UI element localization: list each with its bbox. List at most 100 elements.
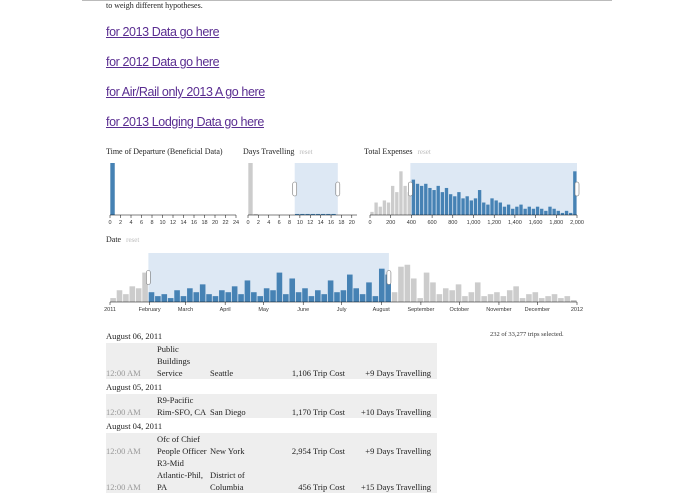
x-tick-label: February bbox=[139, 307, 161, 313]
x-tick-label: 18 bbox=[201, 220, 207, 226]
bar bbox=[515, 206, 519, 215]
bar bbox=[399, 171, 403, 215]
x-tick-label: 2011 bbox=[104, 307, 116, 313]
bar bbox=[315, 290, 321, 302]
link[interactable]: for 2013 Lodging Data go here bbox=[106, 115, 264, 129]
bar bbox=[161, 294, 168, 302]
bar bbox=[428, 187, 432, 215]
bar bbox=[391, 292, 398, 302]
bar bbox=[219, 290, 225, 302]
bar bbox=[556, 210, 560, 215]
bar bbox=[193, 292, 200, 302]
bar bbox=[448, 194, 453, 215]
trip-city: New York bbox=[210, 446, 245, 456]
bar bbox=[327, 280, 334, 302]
bar bbox=[253, 213, 258, 215]
link[interactable]: for Air/Rail only 2013 A go here bbox=[106, 85, 265, 99]
reset-link[interactable]: reset bbox=[126, 236, 139, 244]
bar bbox=[513, 286, 519, 302]
reset-link[interactable]: reset bbox=[299, 148, 312, 156]
x-tick-label: 6 bbox=[278, 220, 281, 226]
trip-time: 12:00 AM bbox=[106, 482, 141, 492]
brush-handle[interactable] bbox=[574, 181, 580, 197]
x-tick-label: 200 bbox=[386, 220, 395, 226]
bar bbox=[453, 196, 457, 215]
x-tick-label: 600 bbox=[428, 220, 437, 226]
bar bbox=[569, 212, 573, 215]
x-tick-label: 16 bbox=[191, 220, 197, 226]
chart-title: Total Expenses bbox=[364, 147, 413, 156]
bar bbox=[244, 280, 251, 302]
link[interactable]: for 2012 Data go here bbox=[106, 55, 220, 69]
bar bbox=[494, 200, 498, 215]
bar bbox=[411, 179, 416, 215]
trip-table: 12:00 AM R9-Pacific Rim-SFO, CA San Diego 1… bbox=[106, 394, 437, 418]
brush-handle[interactable] bbox=[386, 270, 392, 285]
bar bbox=[410, 278, 417, 302]
x-tick-label: 800 bbox=[448, 220, 457, 226]
x-tick-label: 12 bbox=[307, 220, 313, 226]
bar bbox=[346, 274, 353, 302]
trip-days: +15 Days Travelling bbox=[361, 482, 431, 492]
bar bbox=[519, 298, 526, 302]
trip-days: +9 Days Travelling bbox=[365, 368, 431, 378]
bar bbox=[462, 296, 468, 302]
trip-name: R9-Pacific Rim-SFO, CA bbox=[157, 395, 207, 417]
trip-cost: 1,106 Trip Cost bbox=[291, 368, 345, 378]
bar bbox=[386, 202, 391, 215]
bar bbox=[465, 196, 469, 215]
bar bbox=[415, 183, 420, 215]
bar bbox=[473, 198, 478, 215]
x-tick-label: 1,400 bbox=[508, 220, 522, 226]
brush-handle[interactable] bbox=[335, 181, 341, 197]
bar bbox=[551, 294, 558, 302]
bar bbox=[523, 208, 527, 215]
bar bbox=[500, 296, 507, 302]
brush-handle[interactable] bbox=[146, 270, 151, 285]
trip-row: 12:00 AM Ofc of Chief People Officer New Y… bbox=[106, 433, 437, 457]
bar bbox=[506, 204, 511, 215]
x-tick-label: November bbox=[486, 307, 512, 313]
trip-time: 12:00 AM bbox=[106, 407, 141, 417]
chart-title: Days Travelling bbox=[243, 147, 294, 156]
bar bbox=[560, 212, 565, 215]
charts: Time of Departure (Beneficial Data)0 2 4 6 8… bbox=[104, 147, 584, 313]
bar bbox=[116, 290, 123, 302]
link[interactable]: for 2013 Data go here bbox=[106, 25, 220, 39]
bar bbox=[180, 296, 187, 302]
x-tick-label: 8 bbox=[288, 220, 291, 226]
bar bbox=[502, 206, 507, 215]
brush-handle[interactable] bbox=[292, 181, 298, 197]
date-header: August 04, 2011 bbox=[106, 421, 163, 431]
bar bbox=[404, 264, 411, 302]
x-tick-label: September bbox=[407, 307, 434, 313]
bar bbox=[320, 213, 326, 215]
bar bbox=[461, 198, 465, 215]
bar bbox=[481, 296, 487, 302]
bar bbox=[248, 163, 253, 215]
brush-handle[interactable] bbox=[408, 181, 413, 197]
x-tick-label: 1,800 bbox=[549, 220, 563, 226]
bar bbox=[378, 268, 385, 302]
reset-link[interactable]: reset bbox=[418, 148, 431, 156]
x-tick-label: April bbox=[220, 307, 231, 313]
bar bbox=[494, 292, 500, 302]
bar bbox=[289, 278, 296, 302]
x-tick-label: December bbox=[525, 307, 551, 313]
bar bbox=[174, 290, 180, 302]
bar bbox=[398, 266, 404, 302]
bar bbox=[535, 206, 540, 215]
bar bbox=[110, 163, 115, 215]
x-tick-label: 20 bbox=[212, 220, 218, 226]
bar bbox=[436, 185, 440, 215]
bar bbox=[498, 202, 502, 215]
bar bbox=[231, 286, 238, 302]
bar bbox=[353, 288, 359, 302]
trip-name: Ofc of Chief People Officer bbox=[157, 434, 207, 456]
brush-extent[interactable] bbox=[294, 163, 338, 215]
x-tick-label: 1,200 bbox=[487, 220, 501, 226]
bar bbox=[532, 292, 539, 302]
bar bbox=[544, 210, 548, 215]
x-tick-label: 12 bbox=[170, 220, 176, 226]
bar bbox=[331, 213, 336, 215]
